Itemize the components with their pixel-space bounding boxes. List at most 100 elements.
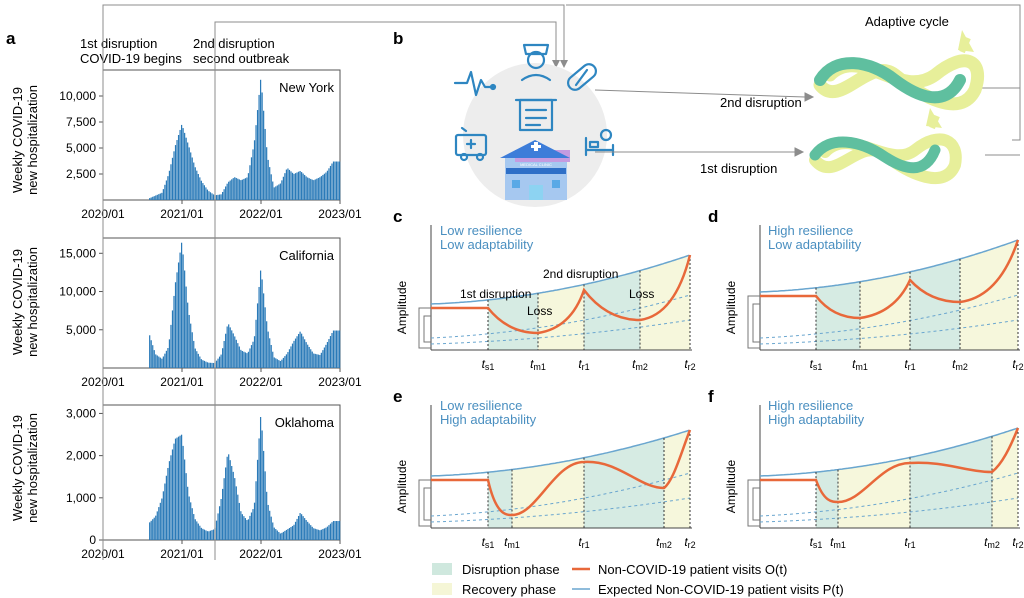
legend: Disruption phase Recovery phase Non-COVI… xyxy=(432,562,844,597)
bar xyxy=(249,348,251,368)
bar xyxy=(150,520,152,540)
bar xyxy=(211,530,213,540)
level-bracket xyxy=(752,487,760,521)
bar xyxy=(228,324,230,368)
bar xyxy=(182,128,184,200)
bar xyxy=(264,471,266,540)
panel-label: d xyxy=(708,207,718,226)
bar xyxy=(174,282,177,368)
bar xyxy=(281,532,283,540)
bar xyxy=(187,142,189,200)
recovery-phase-region xyxy=(838,457,910,528)
connector-2nd-arrowhead xyxy=(552,60,560,68)
x-tick-label: 2021/01 xyxy=(160,547,204,561)
panel-label: c xyxy=(393,207,402,226)
bar xyxy=(193,514,195,540)
bar xyxy=(279,360,281,368)
bar xyxy=(259,79,262,200)
bar xyxy=(197,523,199,540)
bar xyxy=(177,436,180,540)
y-tick-label: 15,000 xyxy=(59,246,96,260)
arrow-1st-head xyxy=(794,147,805,157)
phase-tick-label: tm1 xyxy=(530,357,546,372)
bar xyxy=(275,529,277,540)
bar xyxy=(191,332,193,368)
bar xyxy=(272,181,274,200)
bar xyxy=(261,92,263,200)
bar xyxy=(258,438,260,540)
bar xyxy=(199,525,201,540)
phase-tick-label: ts1 xyxy=(482,535,495,550)
bar xyxy=(287,528,289,540)
bar xyxy=(168,170,171,200)
bar xyxy=(153,517,155,540)
bar xyxy=(305,176,307,200)
bar xyxy=(190,502,192,540)
connector-1st-arrowhead xyxy=(560,60,568,68)
x-tick-label: 2023/01 xyxy=(318,207,362,221)
bar xyxy=(225,467,227,540)
bar xyxy=(301,514,303,540)
bar xyxy=(152,519,154,540)
bar xyxy=(234,478,236,540)
bar xyxy=(149,198,151,200)
phase-tick-label: ts1 xyxy=(482,357,495,372)
phase-tick-label: tr1 xyxy=(578,357,589,372)
bar xyxy=(215,520,218,540)
scenario-adaptability: High adaptability xyxy=(440,412,537,427)
annotation-2nd-disruption: 2nd disruption xyxy=(193,36,275,51)
bar xyxy=(167,348,169,368)
bar xyxy=(149,335,151,368)
bar xyxy=(200,527,202,540)
bar xyxy=(278,360,280,368)
phase-tick-label: tr1 xyxy=(904,357,915,372)
bar xyxy=(218,506,221,540)
disruption-phase-region xyxy=(910,258,960,350)
bar xyxy=(223,478,225,540)
hospital-backdrop xyxy=(463,63,607,207)
bar xyxy=(256,110,259,200)
bar xyxy=(222,191,224,200)
bar xyxy=(177,135,180,200)
bar xyxy=(284,530,286,540)
bar xyxy=(285,529,288,540)
annotation-second-outbreak: second outbreak xyxy=(193,51,290,66)
bar xyxy=(161,192,163,200)
bar xyxy=(223,189,225,200)
bar xyxy=(237,178,239,200)
bar xyxy=(187,486,189,540)
x-tick-label: 2022/01 xyxy=(239,207,283,221)
bar xyxy=(328,339,330,368)
legend-recovery-label: Recovery phase xyxy=(462,582,556,597)
bar xyxy=(162,189,164,200)
bar xyxy=(263,110,265,200)
bar xyxy=(296,518,298,540)
bar xyxy=(278,184,280,200)
disruption-phase-region xyxy=(584,437,664,528)
bar xyxy=(159,502,161,540)
bar xyxy=(173,443,175,540)
phase-tick-label: tm2 xyxy=(984,535,1000,550)
bar xyxy=(246,177,248,200)
bar xyxy=(273,527,275,540)
bar xyxy=(152,345,154,368)
bar xyxy=(326,526,329,540)
bar xyxy=(184,132,186,200)
level-bracket xyxy=(747,295,760,349)
bar xyxy=(314,528,316,540)
phase-tick-label: ts1 xyxy=(810,535,823,550)
bar xyxy=(149,522,151,540)
bar xyxy=(287,168,289,200)
bar xyxy=(276,359,278,368)
disruption-phase-region xyxy=(488,293,538,350)
bar xyxy=(215,195,218,200)
bar xyxy=(243,178,245,200)
bar xyxy=(290,171,292,200)
y-tick-label: 2,000 xyxy=(66,449,96,463)
bar xyxy=(185,473,187,540)
recovery-phase-region xyxy=(960,240,1018,350)
bar xyxy=(170,455,172,540)
bar xyxy=(316,354,318,368)
bar xyxy=(328,168,330,200)
